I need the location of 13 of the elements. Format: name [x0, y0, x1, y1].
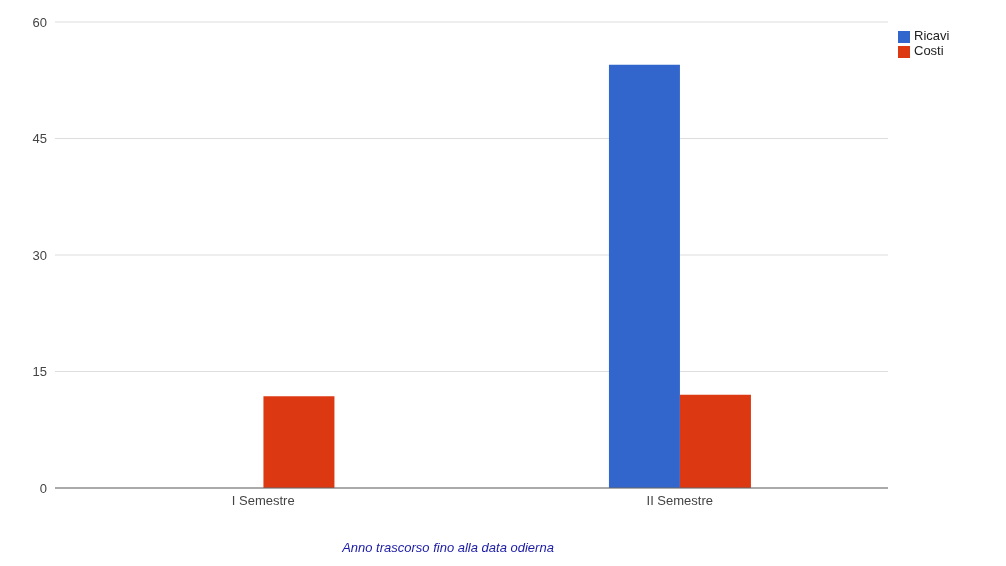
y-tick-label: 60: [32, 14, 47, 30]
legend-label: Ricavi: [914, 28, 950, 43]
x-tick-label: II Semestre: [646, 493, 713, 509]
y-tick-label: 15: [32, 364, 47, 380]
y-tick-label: 30: [32, 247, 47, 263]
bar: [679, 394, 751, 488]
y-tick-label: 0: [39, 480, 47, 496]
y-tick-label: 45: [32, 131, 47, 147]
bar: [263, 396, 335, 488]
legend-label: Costi: [914, 43, 944, 58]
x-tick-label: I Semestre: [231, 493, 295, 509]
x-axis-title: Anno trascorso fino alla data odierna: [341, 540, 555, 555]
bar: [608, 64, 680, 488]
